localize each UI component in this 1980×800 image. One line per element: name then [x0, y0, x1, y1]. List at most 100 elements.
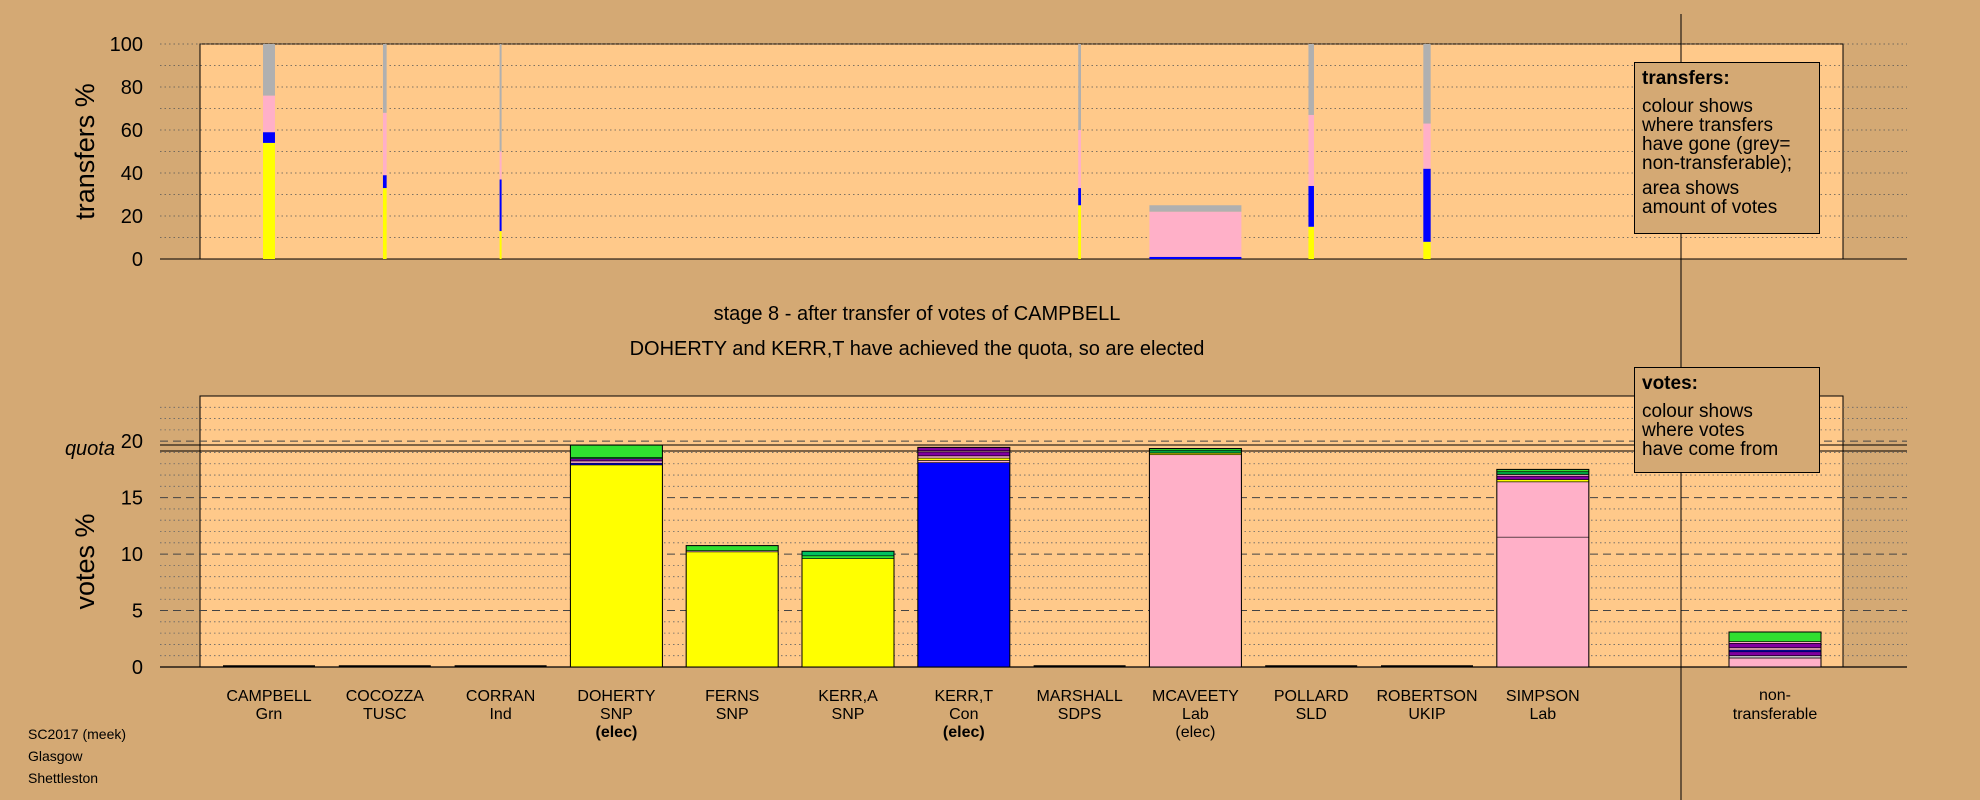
vote-bar-segment [801, 555, 895, 559]
votes-legend: votes: colour shows where votes have com… [1634, 367, 1820, 473]
vote-bar-segment [1496, 475, 1590, 480]
votes-legend-line: where votes [1642, 420, 1745, 441]
transfer-bar-segment [1423, 44, 1431, 124]
candidate-party: Lab [1182, 706, 1209, 723]
candidate-party: SNP [600, 706, 633, 723]
transfers-y-tick: 20 [121, 206, 143, 228]
transfer-bar-segment [1423, 123, 1431, 169]
vote-bar-segment [570, 464, 663, 668]
candidate-party: SLD [1296, 706, 1327, 723]
elected-caption: DOHERTY and KERR,T have achieved the quo… [630, 338, 1205, 360]
transfer-bar-segment [263, 132, 275, 143]
candidate-party: SNP [832, 706, 865, 723]
vote-bar-segment [1728, 642, 1822, 649]
transfer-bar-segment [1423, 168, 1431, 242]
candidate-party: UKIP [1408, 706, 1445, 723]
candidate-name: CAMPBELL [226, 688, 311, 705]
transfer-bar-segment [263, 44, 275, 96]
votes-legend-title: votes: [1642, 373, 1698, 394]
votes-y-axis-label: votes % [70, 513, 100, 609]
candidate-status: (elec) [596, 724, 638, 741]
vote-bar-outline [685, 545, 779, 668]
stage-caption: stage 8 - after transfer of votes of CAM… [714, 303, 1121, 325]
transfer-bar-segment [263, 142, 275, 259]
vote-bar-segment [1496, 536, 1590, 668]
transfer-bar-segment [1308, 44, 1314, 115]
transfers-y-tick: 60 [121, 120, 143, 142]
vote-bar-segment [1728, 655, 1822, 659]
transfers-legend-line: where transfers [1642, 115, 1773, 136]
votes-y-tick: 20 [121, 431, 143, 453]
candidate-status: (elec) [1175, 724, 1215, 741]
votes-y-tick: 5 [132, 601, 143, 623]
transfer-bar-segment [263, 95, 275, 133]
transfer-bar-segment [1149, 211, 1242, 257]
transfer-bar-segment [382, 188, 387, 259]
transfer-bar-segment [382, 44, 387, 113]
votes-y-tick: 10 [121, 544, 143, 566]
transfer-bar-segment [1078, 205, 1081, 259]
candidate-party: Lab [1529, 706, 1556, 723]
vote-bar-outline [1728, 631, 1822, 668]
vote-bar-segment [1496, 481, 1590, 538]
transfer-bar-segment [1423, 241, 1431, 259]
candidate-party: Con [949, 706, 978, 723]
transfers-y-axis-label: transfers % [70, 83, 100, 220]
nontransferable-label: non- [1759, 687, 1791, 704]
vote-bar-segment [1728, 651, 1822, 657]
transfer-bar-segment [382, 112, 387, 176]
candidate-party: SNP [716, 706, 749, 723]
transfer-bar-segment [499, 151, 502, 180]
transfers-y-tick: 40 [121, 163, 143, 185]
candidate-party: SDPS [1058, 706, 1102, 723]
votes-y-tick: 15 [121, 488, 143, 510]
vote-bar-segment [917, 462, 1011, 668]
vote-bar-segment [570, 458, 663, 462]
quota-label: quota [65, 438, 115, 460]
vote-bar-segment [1728, 657, 1822, 668]
footer-line: Glasgow [28, 748, 83, 764]
nontransferable-label: transferable [1733, 706, 1818, 723]
votes-legend-line: have come from [1642, 439, 1779, 460]
transfer-bar-segment [1308, 226, 1314, 259]
candidate-name: KERR,T [934, 688, 993, 705]
transfers-y-tick: 0 [132, 249, 143, 271]
transfers-legend-line: area shows [1642, 178, 1740, 199]
votes-legend-line: colour shows [1642, 401, 1753, 422]
vote-bar-segment [1496, 479, 1590, 483]
candidate-name: POLLARD [1274, 688, 1349, 705]
candidate-name: MCAVEETY [1152, 688, 1239, 705]
footer-line: Shettleston [28, 770, 98, 786]
vote-bar-segment [1149, 454, 1242, 668]
vote-bar-segment [1728, 647, 1822, 651]
candidate-party: Ind [489, 706, 511, 723]
candidate-name: SIMPSON [1506, 688, 1580, 705]
transfer-bar-segment [1078, 44, 1081, 130]
candidate-name: ROBERTSON [1376, 688, 1477, 705]
transfer-bar-segment [499, 231, 502, 259]
transfer-bar-segment [499, 44, 502, 152]
transfer-bar-segment [1078, 188, 1081, 206]
candidate-name: MARSHALL [1036, 688, 1122, 705]
vote-bar-outline [1148, 448, 1242, 668]
transfers-legend-line: amount of votes [1642, 197, 1778, 218]
transfers-y-tick: 100 [110, 34, 143, 56]
transfer-bar-segment [1149, 256, 1242, 259]
candidate-name: CORRAN [466, 688, 535, 705]
candidate-name: DOHERTY [577, 688, 655, 705]
vote-bar-outline [1496, 468, 1590, 668]
candidate-name: COCOZZA [346, 688, 425, 705]
transfers-legend: transfers: colour shows where transfers … [1634, 62, 1820, 234]
vote-bar-segment [917, 447, 1011, 452]
vote-bar-segment [570, 460, 663, 464]
vote-bar-segment [1149, 449, 1242, 454]
vote-bar-segment [1496, 471, 1590, 475]
candidate-party: Grn [256, 706, 283, 723]
transfers-legend-title: transfers: [1642, 68, 1730, 89]
transfers-legend-line: non-transferable); [1642, 153, 1792, 174]
candidate-party: TUSC [363, 706, 407, 723]
vote-bar-segment [917, 455, 1011, 459]
vote-bar-segment [801, 558, 895, 668]
transfer-bar-segment [499, 179, 502, 232]
